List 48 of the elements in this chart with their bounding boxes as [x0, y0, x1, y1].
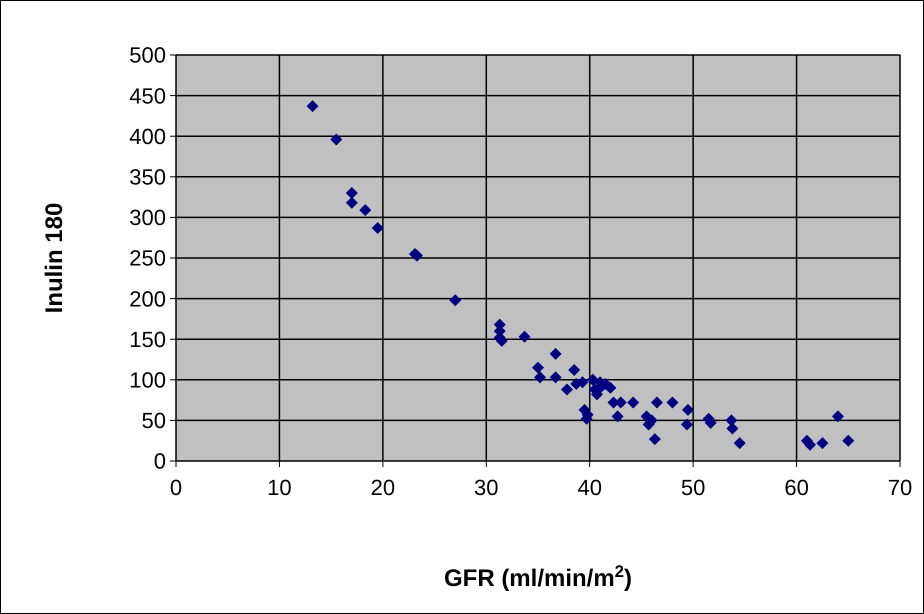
y-tick-label: 300	[129, 205, 166, 230]
y-axis-title: Inulin 180	[41, 202, 68, 314]
y-tick-label: 500	[129, 42, 166, 68]
x-tick-label: 20	[370, 475, 396, 500]
x-tick-label: 10	[267, 475, 292, 500]
point	[306, 100, 319, 112]
point	[627, 396, 640, 409]
point	[734, 437, 746, 450]
y-tick-label: 150	[129, 326, 166, 352]
point	[832, 410, 844, 422]
point	[534, 371, 546, 384]
point	[359, 204, 372, 216]
point	[816, 437, 828, 450]
y-tick-label: 350	[129, 164, 166, 190]
y-tick-label: 0	[154, 448, 166, 474]
point	[612, 410, 624, 422]
y-tick-label: 50	[142, 408, 166, 434]
point	[560, 384, 573, 396]
y-tick-label: 400	[129, 124, 166, 149]
point	[330, 133, 342, 146]
point	[666, 396, 678, 409]
x-tick-label: 30	[474, 475, 499, 500]
point	[650, 396, 663, 409]
point	[372, 222, 384, 234]
point	[346, 196, 358, 209]
point	[680, 418, 693, 430]
point	[449, 294, 462, 306]
point	[648, 433, 661, 446]
x-tick-label: 0	[170, 475, 182, 500]
point	[682, 404, 694, 416]
y-tick-label: 200	[129, 286, 166, 312]
point	[550, 371, 562, 384]
point	[726, 422, 738, 435]
x-axis-title: GFR (ml/min/m$^{2}$)	[444, 562, 632, 592]
point	[842, 434, 854, 447]
point	[346, 187, 358, 200]
point	[518, 330, 531, 343]
point	[532, 362, 544, 374]
x-tick-label: 60	[784, 475, 809, 500]
y-tick-label: 100	[129, 368, 166, 392]
point	[604, 382, 616, 394]
x-tick-label: 40	[577, 475, 602, 500]
x-tick-label: 50	[680, 475, 706, 500]
y-tick-label: 250	[129, 246, 166, 271]
point	[568, 364, 580, 376]
y-tick-label: 450	[129, 83, 166, 108]
x-tick-label: 70	[888, 475, 912, 500]
point	[550, 348, 562, 360]
